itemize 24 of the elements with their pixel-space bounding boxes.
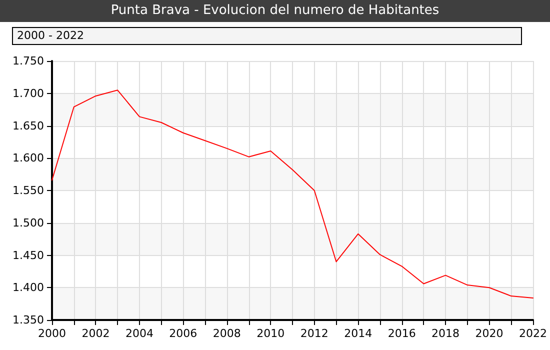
line-series (52, 90, 534, 298)
y-tick-label: 1.350 (12, 314, 44, 326)
y-tick-label: 1.700 (12, 86, 44, 100)
y-tick-label: 1.400 (12, 281, 44, 294)
x-tick-label: 2014 (344, 327, 372, 340)
x-tick-label: 2018 (432, 327, 460, 340)
y-tick-label: 1.450 (12, 248, 44, 262)
x-tick-label: 2002 (82, 327, 110, 340)
x-tick-label: 2008 (212, 327, 241, 340)
y-tick-label: 1.600 (12, 152, 44, 165)
x-tick-label: 2020 (475, 327, 504, 340)
y-tick-label: 1.550 (12, 184, 44, 197)
x-tick-label: 2016 (388, 327, 416, 340)
chart-title: Punta Brava - Evolucion del numero de Habitantes (0, 0, 550, 22)
y-tick-label: 1.500 (12, 216, 44, 230)
chart-subtitle: 2000 - 2022 (12, 27, 522, 45)
y-tick-label: 1.750 (12, 54, 44, 68)
x-tick-label: 2004 (125, 327, 154, 340)
x-tick-label: 2006 (169, 327, 198, 340)
x-tick-label: 2012 (300, 327, 328, 340)
x-tick-label: 2022 (519, 327, 548, 340)
y-tick-label: 1.650 (12, 119, 44, 132)
x-tick-label: 2000 (38, 327, 66, 340)
x-tick-label: 2010 (256, 327, 285, 340)
